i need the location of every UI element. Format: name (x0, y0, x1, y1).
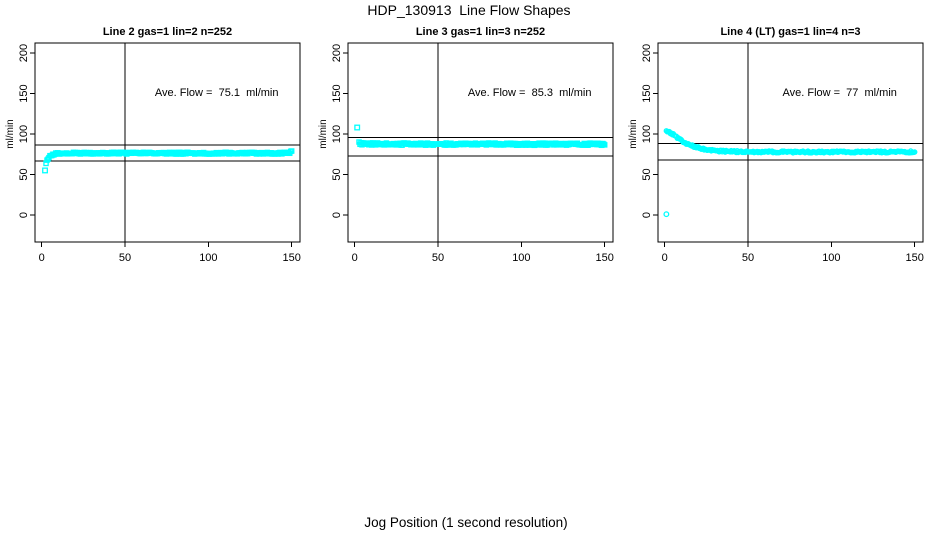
y-tick-label: 150 (641, 84, 653, 102)
panel: 0 50 100 150 200 0 50 100 150 Line 4 (LT) gas=1 l… (628, 26, 924, 264)
x-tick-label: 50 (742, 252, 754, 264)
plot-box (347, 42, 614, 243)
y-axis-label: ml/min (5, 119, 16, 148)
y-tick-label: 100 (331, 125, 343, 143)
data-point (42, 167, 48, 174)
x-tick-label: 100 (512, 252, 530, 264)
figure-title: HDP_130913 Line Flow Shapes (367, 2, 570, 18)
ave-flow-annotation: Ave. Flow = 75.1 ml/min (155, 87, 279, 99)
x-tick-label: 100 (822, 252, 840, 264)
data-point (288, 148, 295, 154)
y-tick-label: 200 (641, 44, 653, 62)
y-tick-label: 150 (331, 84, 343, 102)
panels-group: 0 50 100 150 200 0 50 100 150 Line 2 gas=1 lin=2 … (5, 26, 924, 264)
x-tick-label: 0 (662, 252, 668, 264)
plot-box (657, 42, 924, 243)
y-tick-label: 100 (18, 125, 30, 143)
panel: 0 50 100 150 200 0 50 100 150 Line 2 gas=1 lin=2 … (5, 26, 301, 264)
x-tick-label: 50 (119, 252, 131, 264)
y-tick-label: 50 (331, 168, 343, 180)
y-tick-label: 50 (18, 168, 30, 180)
x-tick-label: 50 (432, 252, 444, 264)
y-tick-label: 0 (641, 212, 653, 218)
ave-flow-annotation: Ave. Flow = 85.3 ml/min (468, 87, 592, 99)
data-point (600, 141, 607, 147)
x-tick-label: 0 (352, 252, 358, 264)
y-axis-label: ml/min (318, 119, 329, 148)
y-tick-label: 200 (18, 44, 30, 62)
data-point (663, 211, 670, 218)
y-tick-label: 100 (641, 125, 653, 143)
data-point (911, 149, 918, 155)
y-tick-label: 150 (18, 84, 30, 102)
x-tick-label: 0 (39, 252, 45, 264)
plot-box (34, 42, 301, 243)
panel-title: Line 3 gas=1 lin=3 n=252 (416, 26, 545, 38)
x-tick-label: 150 (596, 252, 614, 264)
y-tick-label: 0 (18, 212, 30, 218)
x-tick-label: 150 (283, 252, 301, 264)
x-tick-label: 150 (906, 252, 924, 264)
data-point (354, 124, 361, 131)
panel-title: Line 2 gas=1 lin=2 n=252 (103, 26, 232, 38)
y-tick-label: 200 (331, 44, 343, 62)
panel-title: Line 4 (LT) gas=1 lin=4 n=3 (720, 26, 860, 38)
y-tick-label: 0 (331, 212, 343, 218)
ave-flow-annotation: Ave. Flow = 77 ml/min (782, 87, 896, 99)
x-axis-title: Jog Position (1 second resolution) (364, 515, 567, 530)
y-axis-label: ml/min (628, 119, 639, 148)
x-tick-label: 100 (199, 252, 217, 264)
panel: 0 50 100 150 200 0 50 100 150 Line 3 gas=1 lin=3 … (318, 26, 614, 264)
y-tick-label: 50 (641, 168, 653, 180)
data-point (601, 142, 608, 148)
